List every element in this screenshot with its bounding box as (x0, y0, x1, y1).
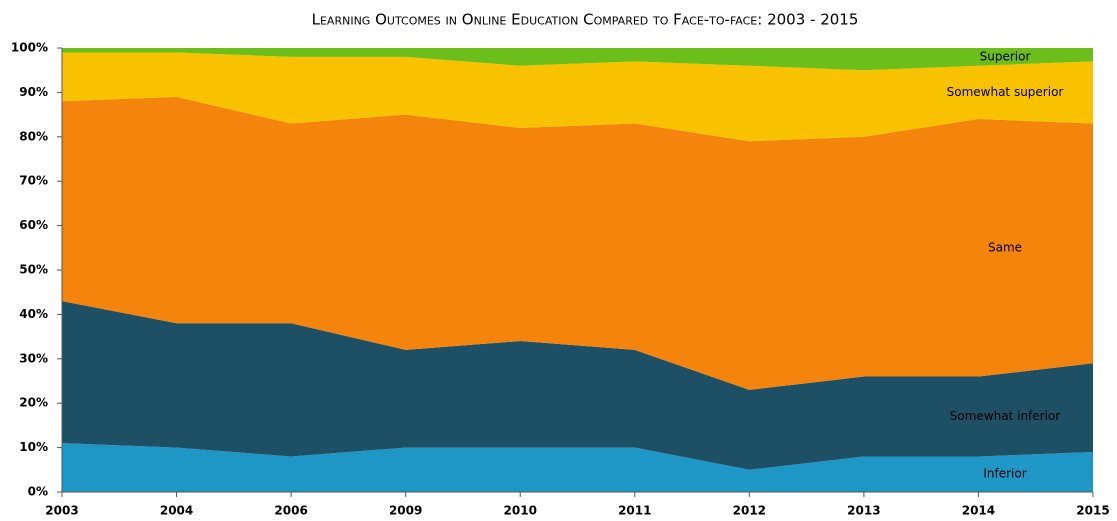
y-tick-label: 20% (19, 396, 48, 410)
series-label: Somewhat inferior (950, 409, 1060, 423)
x-tick-label: 2009 (389, 504, 422, 518)
y-tick-label: 60% (19, 218, 48, 232)
x-tick-label: 2004 (160, 504, 193, 518)
y-tick-label: 30% (19, 351, 48, 365)
y-tick-label: 0% (28, 485, 48, 499)
y-tick-label: 90% (19, 85, 48, 99)
x-tick-label: 2011 (618, 504, 651, 518)
area (62, 443, 1093, 492)
x-tick-label: 2015 (1076, 504, 1109, 518)
chart-title: Learning Outcomes in Online Education Co… (312, 11, 859, 29)
y-tick-label: 50% (19, 263, 48, 277)
series-label: Same (988, 240, 1022, 254)
series-label: Inferior (983, 467, 1026, 481)
x-tick-label: 2003 (45, 504, 78, 518)
x-tick-label: 2010 (504, 504, 537, 518)
area (62, 52, 1093, 142)
x-tick-label: 2006 (274, 504, 307, 518)
y-tick-label: 80% (19, 129, 48, 143)
series-label: Somewhat superior (947, 85, 1064, 99)
x-tick-label: 2012 (733, 504, 766, 518)
y-tick-label: 70% (19, 174, 48, 188)
y-tick-label: 10% (19, 440, 48, 454)
x-tick-label: 2014 (962, 504, 995, 518)
x-tick-label: 2013 (847, 504, 880, 518)
series-label: Superior (980, 49, 1031, 63)
y-tick-label: 40% (19, 307, 48, 321)
area (62, 301, 1093, 470)
y-tick-label: 100% (11, 41, 48, 55)
area (62, 48, 1093, 71)
area (62, 96, 1093, 390)
